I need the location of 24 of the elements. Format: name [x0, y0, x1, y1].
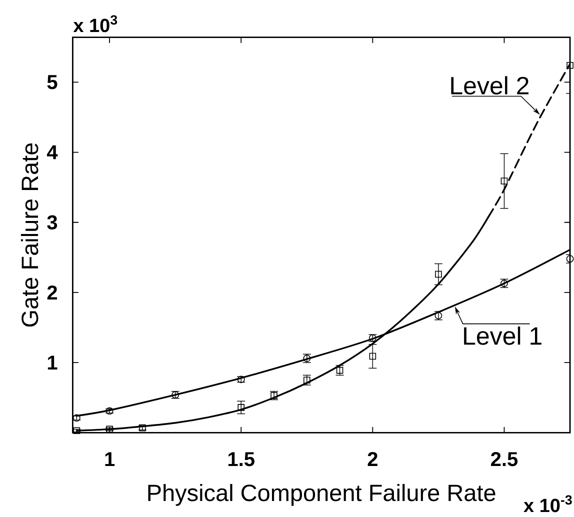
- point: [435, 270, 442, 278]
- annotation: Level 1: [464, 326, 542, 345]
- x-tick-label: 1: [105, 452, 115, 466]
- x-axis-title: Physical Component Failure Rate: [148, 484, 496, 506]
- x-tick-label: 1.5: [228, 452, 254, 466]
- y-tick-label: 5: [47, 75, 58, 90]
- point: [566, 62, 574, 69]
- point: [369, 352, 376, 360]
- text: x 10$^{3}$: [73, 15, 118, 32]
- y-tick-label: 3: [47, 215, 58, 230]
- y-tick-label: 2: [47, 286, 58, 300]
- point: [238, 404, 244, 411]
- x-tick-label: 2: [368, 452, 378, 466]
- point: [566, 255, 574, 263]
- y-tick-label: 4: [46, 145, 58, 160]
- point: [500, 178, 508, 184]
- point: [336, 366, 344, 374]
- annotation: Level 2: [451, 76, 528, 95]
- point: [303, 376, 310, 384]
- y-axis-title: Gate Failure Rate: [20, 143, 38, 327]
- point: [106, 426, 113, 433]
- text: x 10$^{-3}$: [524, 495, 572, 512]
- y-tick-label: 1: [48, 356, 58, 370]
- x-tick-label: 2.5: [491, 452, 518, 466]
